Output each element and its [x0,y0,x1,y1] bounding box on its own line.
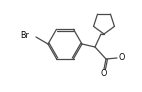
Text: O: O [118,53,125,62]
Text: Br: Br [21,31,29,40]
Text: O: O [101,69,107,77]
